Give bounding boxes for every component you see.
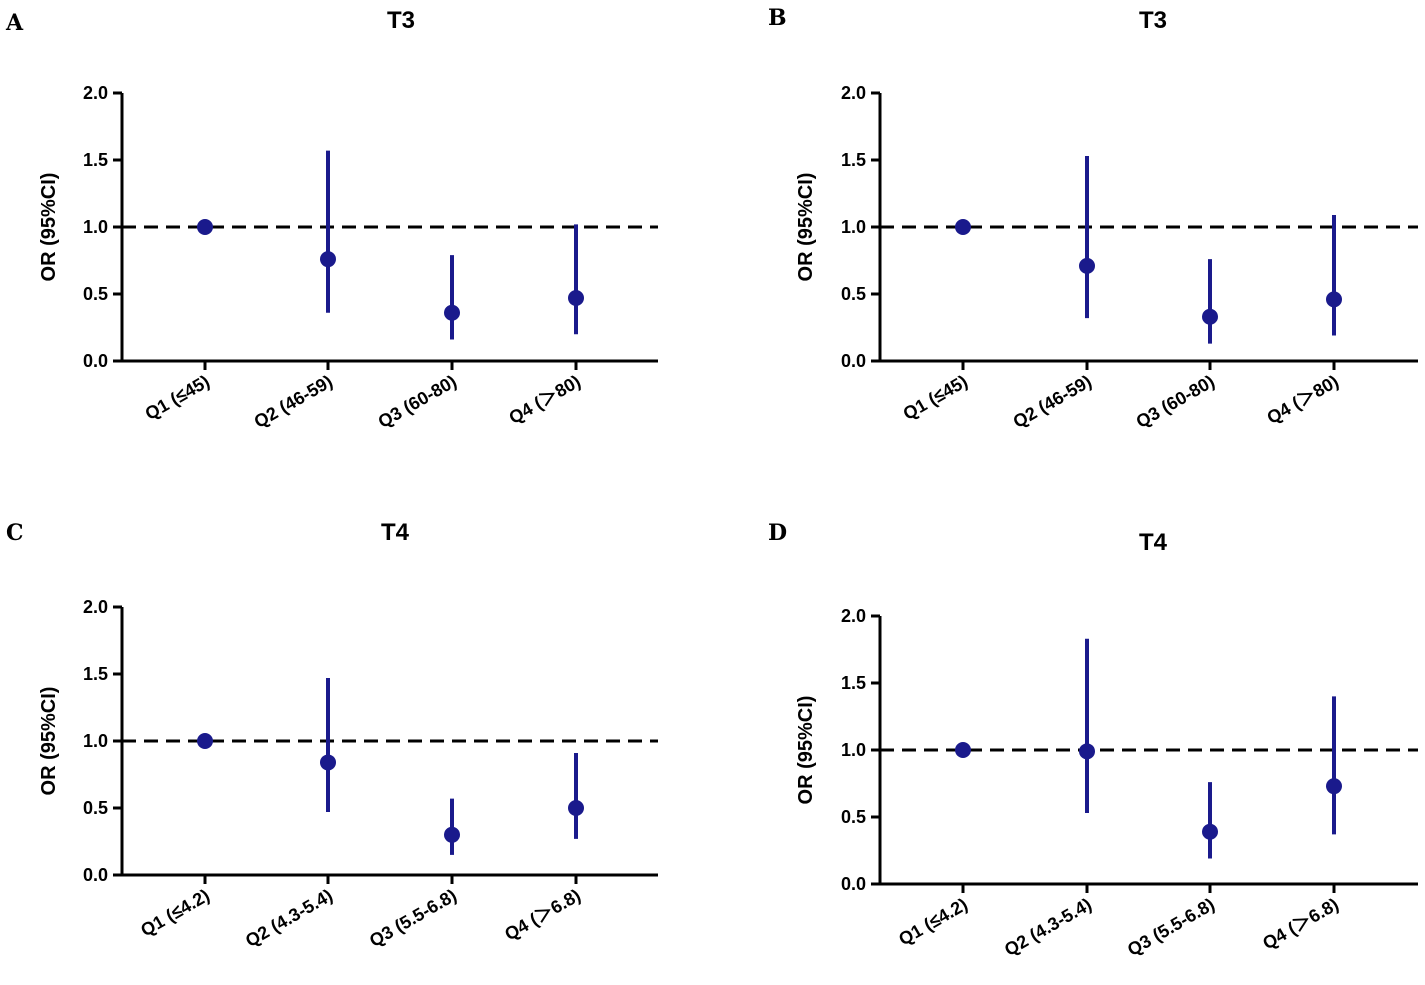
or-point — [1202, 823, 1218, 840]
or-point — [955, 219, 971, 235]
y-tick-label: 0.5 — [841, 807, 866, 827]
y-tick-label: 1.0 — [83, 731, 108, 751]
y-tick-label: 0.5 — [83, 798, 108, 818]
or-point — [1202, 308, 1218, 325]
y-tick-label: 2.0 — [83, 83, 108, 103]
y-tick-label: 0.0 — [841, 874, 866, 894]
or-point — [197, 733, 213, 749]
or-point — [444, 826, 460, 843]
or-point — [955, 742, 971, 758]
or-point — [320, 251, 336, 268]
y-axis-label: OR (95%CI) — [38, 687, 60, 796]
y-tick-label: 1.5 — [83, 150, 108, 170]
panel-letter: B — [768, 5, 787, 31]
y-tick-label: 0.5 — [83, 284, 108, 304]
y-tick-label: 1.0 — [841, 740, 866, 760]
y-tick-label: 0.0 — [83, 351, 108, 371]
panel-letter: C — [6, 520, 24, 546]
or-point — [568, 800, 584, 816]
or-point — [444, 304, 460, 321]
x-tick-label: Q4 (＞6.8) — [501, 885, 584, 944]
y-tick-label: 2.0 — [83, 597, 108, 617]
x-tick-label: Q2 (4.3-5.4) — [1001, 894, 1095, 960]
x-tick-label: Q3 (5.5-6.8) — [366, 885, 460, 951]
x-tick-label: Q1 (≤45) — [900, 371, 971, 424]
chart-title: T4 — [381, 519, 410, 546]
or-point — [1326, 291, 1342, 308]
chart-title: T4 — [1139, 529, 1168, 556]
y-tick-label: 1.5 — [83, 664, 108, 684]
x-tick-label: Q1 (≤4.2) — [895, 894, 971, 949]
or-point — [1079, 743, 1095, 760]
y-tick-label: 1.0 — [841, 217, 866, 237]
x-tick-label: Q2 (46-59) — [1010, 371, 1095, 432]
panel-b: B T3 0.0 0.5 1.0 1.5 2.0 OR (95%CI) Q1 (≤45) Q2 (… — [768, 5, 1418, 432]
y-tick-label: 2.0 — [841, 83, 866, 103]
panel-a: A T3 0.0 0.5 1.0 1.5 2.0 OR (95%CI) Q1 (≤45) Q2 (… — [5, 7, 658, 432]
chart-title: T3 — [387, 7, 415, 34]
x-tick-label: Q4 (＞80) — [506, 371, 584, 428]
panel-letter: A — [5, 10, 24, 36]
y-tick-label: 0.5 — [841, 284, 866, 304]
y-tick-label: 1.5 — [841, 673, 866, 693]
y-tick-label: 1.0 — [83, 217, 108, 237]
x-tick-label: Q1 (≤45) — [142, 371, 213, 424]
x-tick-label: Q3 (60-80) — [375, 371, 460, 432]
panel-c: C T4 0.0 0.5 1.0 1.5 2.0 OR (95%CI) Q1 (≤4.2) Q2 … — [6, 519, 658, 951]
or-point — [320, 754, 336, 771]
or-point — [1079, 257, 1095, 274]
or-point — [1326, 778, 1342, 795]
x-tick-label: Q4 (＞80) — [1264, 371, 1342, 428]
or-point — [568, 290, 584, 307]
x-tick-label: Q3 (5.5-6.8) — [1124, 894, 1218, 960]
x-tick-label: Q1 (≤4.2) — [137, 885, 213, 940]
chart-title: T3 — [1139, 7, 1167, 34]
x-tick-label: Q2 (4.3-5.4) — [242, 885, 336, 951]
x-tick-label: Q2 (46-59) — [251, 371, 336, 432]
y-tick-label: 0.0 — [83, 865, 108, 885]
panel-d: D T4 0.0 0.5 1.0 1.5 2.0 OR (95%CI) Q1 (≤4.2) Q2 … — [768, 520, 1418, 960]
y-tick-label: 2.0 — [841, 606, 866, 626]
y-axis-label: OR (95%CI) — [795, 696, 817, 805]
or-point — [197, 219, 213, 235]
y-axis-label: OR (95%CI) — [795, 173, 817, 282]
y-tick-label: 0.0 — [841, 351, 866, 371]
panel-letter: D — [768, 520, 787, 546]
x-tick-label: Q3 (60-80) — [1133, 371, 1218, 432]
x-tick-label: Q4 (＞6.8) — [1259, 894, 1342, 953]
y-tick-label: 1.5 — [841, 150, 866, 170]
y-axis-label: OR (95%CI) — [38, 173, 60, 282]
